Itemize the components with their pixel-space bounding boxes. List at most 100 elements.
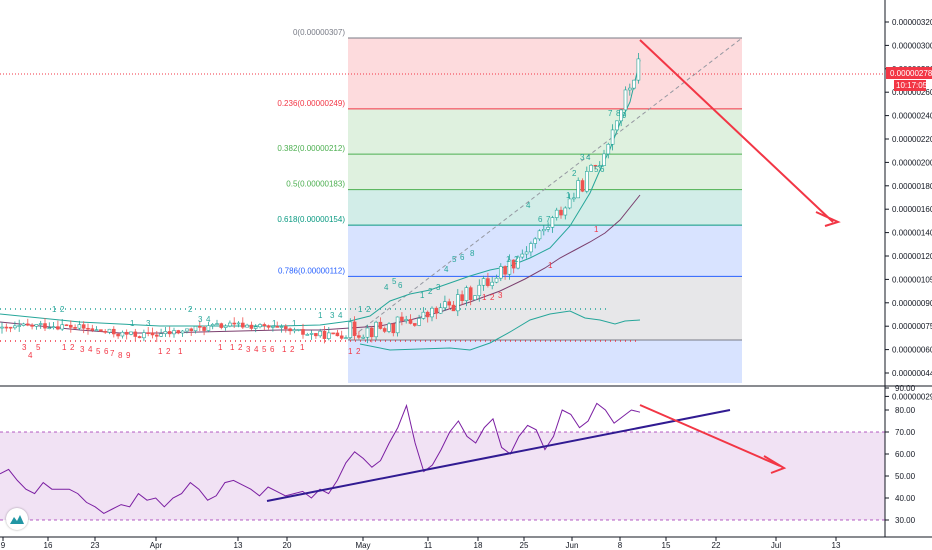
candle-body	[344, 337, 348, 339]
candle-body	[584, 171, 589, 192]
candle-body	[563, 207, 568, 216]
price-pane[interactable]: 0(0.00000307) 0.236(0.00000249) 0.382(0.00…	[0, 28, 885, 383]
candle-body	[486, 278, 490, 286]
projection-arrow-line	[639, 39, 834, 223]
candle-body	[378, 321, 383, 329]
candle-body	[546, 226, 550, 230]
candle-body	[412, 323, 417, 326]
candle-body	[395, 316, 400, 334]
td-count-red: 2	[290, 345, 295, 354]
td-count-green: 3	[146, 319, 151, 328]
candle-body	[391, 323, 396, 334]
rsi-tick-label: 80.00	[895, 406, 916, 415]
candle-body	[473, 295, 477, 301]
td-count-red: 5	[36, 343, 41, 352]
td-count-green: 3	[436, 283, 441, 292]
candle-body	[503, 266, 507, 275]
candle-body	[193, 326, 198, 332]
fib-zone	[348, 276, 742, 340]
price-tick-label: 0.00000240	[892, 112, 932, 121]
candle-body	[447, 301, 452, 306]
td-count-green: 4	[526, 201, 531, 210]
td-count-red: 3	[80, 345, 85, 354]
td-count-green: 2	[366, 305, 371, 314]
rsi-tick-label: 70.00	[895, 428, 916, 437]
candle-body	[533, 238, 538, 244]
rsi-tick-label: 30.00	[895, 516, 916, 525]
rsi-projection-arrow-line	[639, 404, 781, 467]
td-count-green: 8	[470, 249, 475, 258]
candle-body	[185, 328, 189, 332]
price-tick-label: 0.00000200	[892, 158, 932, 167]
candle-body	[167, 331, 172, 335]
fib-level-label: 0.786(0.00000112)	[278, 266, 345, 275]
time-tick-label: 13	[832, 541, 841, 550]
candle-body	[4, 326, 9, 329]
fib-diagonal-dashed	[347, 37, 743, 341]
rsi-projection-arrowhead	[763, 455, 787, 474]
td-count-green: 1	[506, 255, 511, 264]
td-count-red: 6	[104, 347, 109, 356]
candlestick-series	[0, 53, 641, 344]
candle-body	[43, 323, 47, 329]
candle-body	[107, 328, 112, 333]
price-tick-label: 0.00000160	[892, 205, 932, 214]
candle-body	[365, 327, 370, 338]
candle-body	[198, 326, 202, 328]
rsi-tick-label: 40.00	[895, 494, 916, 503]
countdown-box	[894, 80, 926, 91]
td-count-green: 5	[392, 277, 397, 286]
td-count-red: 1	[62, 343, 67, 352]
candle-body	[550, 217, 555, 228]
time-axis[interactable]: 9 16 23 Apr 13 20 May 11 18 25 Jun 8 15 22 Jul 13	[0, 536, 932, 550]
time-axis-ticks: 9 16 23 Apr 13 20 May 11 18 25 Jun 8 15 22 Jul 13	[1, 537, 841, 550]
td-count-red: 6	[270, 345, 275, 354]
candle-body	[232, 322, 236, 325]
price-axis[interactable]: 0.000003200.000003000.000002800.00000260…	[884, 0, 932, 537]
candle-body	[404, 319, 409, 321]
candle-body	[408, 319, 413, 324]
rsi-band	[0, 432, 885, 520]
tradingview-logo-icon[interactable]	[6, 508, 28, 530]
candle-body	[21, 323, 26, 326]
candle-body	[615, 120, 619, 131]
td-count-green: 7	[546, 215, 551, 224]
candle-body	[559, 209, 563, 216]
fibonacci-retracement-zones	[348, 38, 742, 383]
candle-body	[249, 324, 254, 329]
td-count-green: 6	[398, 281, 403, 290]
rsi-pane[interactable]	[0, 402, 885, 521]
time-tick-label: 11	[424, 541, 433, 550]
time-tick-label: Apr	[150, 541, 163, 550]
candle-body	[215, 323, 219, 325]
candle-body	[120, 331, 125, 337]
fib-zone	[348, 154, 742, 190]
candle-body	[331, 332, 335, 335]
candle-body	[81, 324, 86, 329]
td-count-green: 2	[188, 305, 193, 314]
time-tick-label: 16	[44, 541, 53, 550]
candle-body	[73, 327, 77, 329]
td-count-green: 4	[586, 153, 591, 162]
price-tick-label: 0.00000260	[892, 88, 932, 97]
candle-body	[206, 325, 211, 331]
candle-body	[477, 284, 482, 296]
time-tick-label: 8	[618, 541, 623, 550]
candle-body	[632, 79, 636, 89]
td-count-green: 1	[292, 319, 297, 328]
td-count-green: 4	[338, 311, 343, 320]
candle-body	[146, 332, 150, 334]
candle-body	[258, 324, 262, 328]
candle-body	[159, 333, 163, 337]
time-tick-label: Jul	[771, 541, 781, 550]
candle-body	[69, 324, 73, 328]
fibonacci-levels: 0(0.00000307) 0.236(0.00000249) 0.382(0.00…	[277, 28, 742, 341]
candle-body	[636, 58, 641, 81]
td-count-red: 1	[282, 345, 287, 354]
td-count-green: 3	[580, 153, 585, 162]
candle-body	[112, 328, 116, 335]
time-tick-label: 9	[1, 541, 6, 550]
fib-zone	[348, 108, 742, 155]
candle-body	[382, 328, 387, 332]
